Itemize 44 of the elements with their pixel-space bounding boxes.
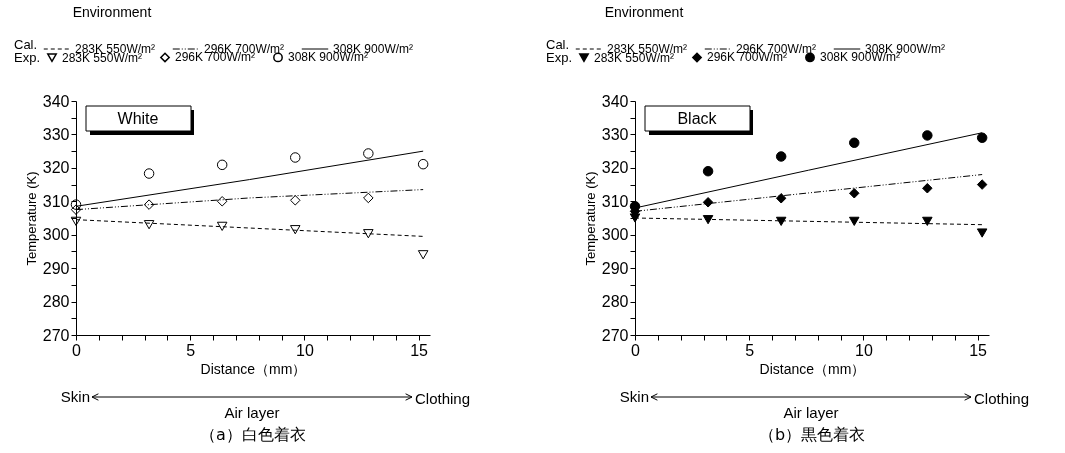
text: Air layer <box>783 404 839 421</box>
text: （a）白色着衣 <box>200 425 306 444</box>
y-axis-title: Temperature (K) <box>23 171 39 266</box>
annotation: Black <box>677 110 718 127</box>
y-tick-label: 340 <box>42 92 70 110</box>
text: Skin <box>60 388 90 405</box>
text: Cal. <box>546 37 570 52</box>
y-tick-label: 290 <box>601 259 629 277</box>
text: Air layer <box>224 404 280 421</box>
text: Exp. <box>546 50 573 65</box>
annotation: White <box>117 110 159 127</box>
x-tick-label: 10 <box>854 341 873 359</box>
text: （b）黒色着衣 <box>758 425 866 444</box>
text: Cal. <box>14 37 38 52</box>
y-tick-label: 280 <box>42 293 70 311</box>
y-tick-label: 330 <box>42 125 70 143</box>
y-tick-label: 270 <box>42 326 70 344</box>
x-tick-label: 15 <box>969 341 988 359</box>
text: Clothing <box>974 390 1030 407</box>
legend-title: Environment <box>604 4 684 20</box>
y-tick-label: 330 <box>601 125 629 143</box>
text: Clothing <box>415 390 471 407</box>
x-tick-label: 0 <box>72 341 82 359</box>
text: Exp. <box>14 50 41 65</box>
x-tick-label: 0 <box>631 341 641 359</box>
y-tick-label: 310 <box>601 192 629 210</box>
x-axis-title: Distance（mm） <box>200 360 307 377</box>
text: Skin <box>619 388 649 405</box>
y-axis-title: Temperature (K) <box>582 171 598 266</box>
x-tick-label: 15 <box>410 341 429 359</box>
x-axis-title: Distance（mm） <box>759 360 866 377</box>
x-tick-label: 10 <box>295 341 314 359</box>
x-tick-label: 5 <box>186 341 196 359</box>
y-tick-label: 310 <box>42 192 70 210</box>
y-tick-label: 320 <box>42 159 70 177</box>
y-tick-label: 340 <box>601 92 629 110</box>
legend-title: Environment <box>72 4 152 20</box>
x-tick-label: 5 <box>745 341 755 359</box>
y-tick-label: 300 <box>42 226 70 244</box>
y-tick-label: 300 <box>601 226 629 244</box>
y-tick-label: 280 <box>601 293 629 311</box>
y-tick-label: 270 <box>601 326 629 344</box>
y-tick-label: 320 <box>601 159 629 177</box>
y-tick-label: 290 <box>42 259 70 277</box>
